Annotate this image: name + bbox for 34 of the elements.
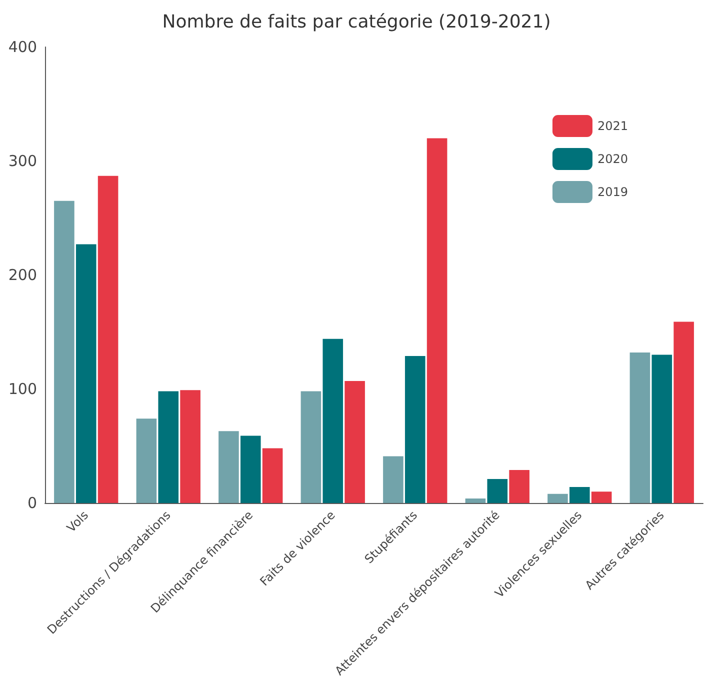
legend-label: 2020 (597, 152, 628, 166)
y-tick-label: 200 (8, 266, 37, 284)
bar (54, 200, 74, 503)
bar (652, 354, 672, 503)
bar (180, 390, 200, 503)
y-tick-label: 100 (8, 380, 37, 398)
chart-title: Nombre de faits par catégorie (2019-2021) (162, 12, 551, 32)
y-tick-label: 300 (8, 152, 37, 170)
bar (76, 244, 96, 503)
bar (630, 352, 650, 503)
y-tick-label: 400 (8, 38, 37, 56)
bar (240, 436, 261, 503)
bar (674, 322, 694, 503)
bar (465, 498, 486, 503)
x-tick-label: Vols (64, 508, 92, 536)
bar (383, 456, 404, 503)
bar (98, 176, 118, 503)
bar (262, 448, 283, 503)
bar (218, 431, 239, 503)
bar (569, 487, 590, 503)
legend-label: 2019 (597, 185, 628, 199)
bar (591, 492, 612, 503)
bar (487, 479, 508, 503)
bar (548, 494, 568, 503)
y-tick-label: 0 (27, 494, 37, 512)
bar (136, 418, 157, 503)
bar (344, 381, 365, 503)
bar (300, 391, 322, 503)
bar (404, 356, 426, 503)
bar (322, 338, 344, 503)
bar (426, 138, 448, 503)
bar (509, 470, 530, 503)
bar (158, 391, 179, 503)
legend-label: 2021 (597, 119, 628, 133)
